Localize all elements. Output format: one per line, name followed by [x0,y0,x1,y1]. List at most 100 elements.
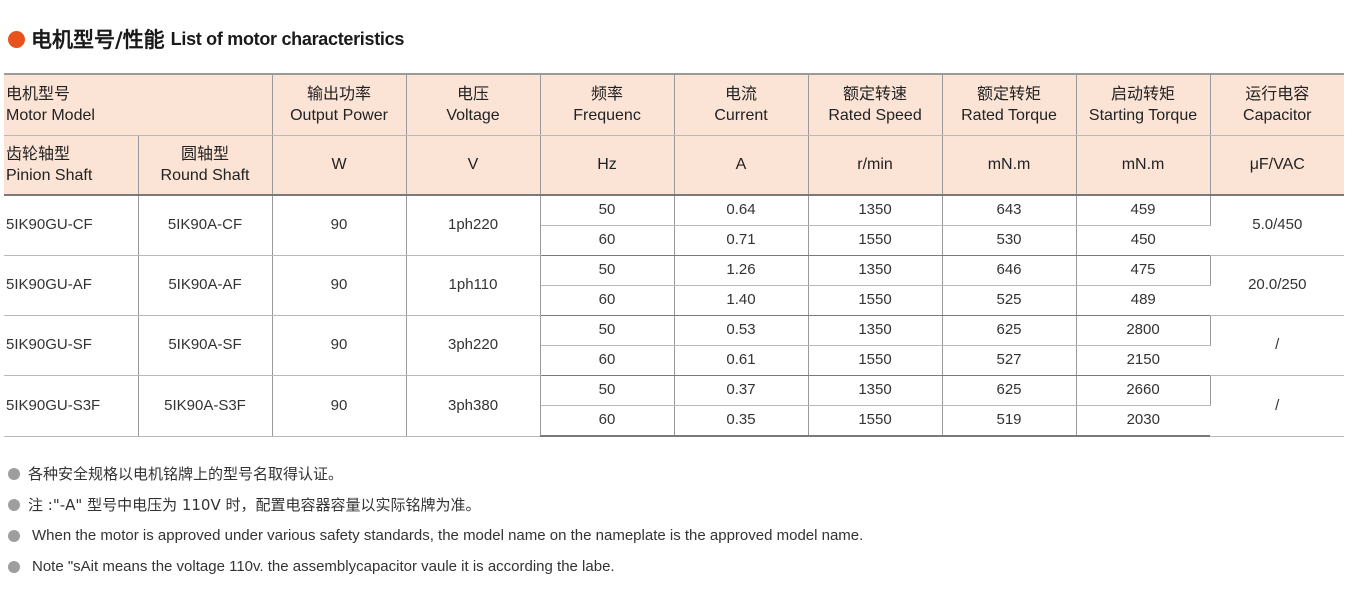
cell-starting-torque: 2150 [1076,345,1211,376]
cell-round-model: 5IK90A-CF [138,195,273,256]
header-rated-speed: 额定转速 Rated Speed [808,73,943,136]
unit-voltage: V [406,135,541,196]
unit-speed: r/min [808,135,943,196]
cell-round-model: 5IK90A-SF [138,315,273,376]
cell-rated-speed: 1350 [808,315,943,346]
bullet-icon [8,498,20,511]
header-rated-torque: 额定转矩 Rated Torque [942,73,1077,136]
cell-pinion-model: 5IK90GU-AF [4,255,139,316]
cell-voltage: 3ph220 [406,315,541,376]
unit-power: W [272,135,407,196]
cell-rated-torque: 625 [942,315,1077,346]
cell-pinion-model: 5IK90GU-CF [4,195,139,256]
table-row: 5IK90GU-AF 5IK90A-AF 90 1ph110 50 1.26 1350 646… [4,255,1345,316]
cell-starting-torque: 489 [1076,285,1211,316]
table-row: 60 0.71 1550 530 450 [4,225,1344,256]
cell-voltage: 1ph110 [406,255,541,316]
table-row: 60 0.61 1550 527 2150 [4,345,1344,376]
cell-rated-torque: 625 [942,375,1077,406]
unit-torque: mN.m [942,135,1077,196]
cell-rated-torque: 530 [942,225,1077,256]
unit-starting-torque: mN.m [1076,135,1211,196]
cell-capacitor: / [1210,315,1345,376]
cell-starting-torque: 2660 [1076,375,1211,406]
cell-current: 0.35 [674,405,809,437]
header-output-power: 输出功率 Output Power [272,73,407,136]
cell-frequency: 60 [540,345,675,376]
cell-rated-torque: 643 [942,195,1077,226]
cell-capacitor: / [1210,375,1345,437]
cell-current: 0.71 [674,225,809,256]
cell-current: 0.64 [674,195,809,226]
cell-voltage: 3ph380 [406,375,541,437]
header-pinion-shaft: 齿轮轴型 Pinion Shaft [4,135,139,196]
cell-current: 1.40 [674,285,809,316]
bullet-icon [8,467,20,480]
cell-rated-speed: 1550 [808,285,943,316]
section-title: 电机型号/性能 List of motor characteristics [8,24,404,54]
cell-current: 0.37 [674,375,809,406]
header-round-shaft: 圆轴型 Round Shaft [138,135,273,196]
cell-pinion-model: 5IK90GU-S3F [4,375,139,437]
table-row: 60 1.40 1550 525 489 [4,285,1344,316]
cell-frequency: 60 [540,405,675,437]
cell-starting-torque: 450 [1076,225,1211,256]
table-row: 5IK90GU-CF 5IK90A-CF 90 1ph220 50 0.64 1350 643… [4,195,1345,256]
header-starting-torque: 启动转矩 Starting Torque [1076,73,1211,136]
table-row: 5IK90GU-SF 5IK90A-SF 90 3ph220 50 0.53 1350 625… [4,315,1345,376]
cell-rated-speed: 1550 [808,405,943,437]
cell-starting-torque: 475 [1076,255,1211,286]
cell-output-power: 90 [272,195,407,256]
cell-round-model: 5IK90A-AF [138,255,273,316]
cell-frequency: 60 [540,285,675,316]
cell-current: 0.61 [674,345,809,376]
cell-frequency: 50 [540,255,675,286]
header-frequency: 频率 Frequenc [540,73,675,136]
cell-rated-torque: 525 [942,285,1077,316]
cell-voltage: 1ph220 [406,195,541,256]
note-en-1: When the motor is approved under various… [8,520,863,551]
cell-rated-speed: 1550 [808,345,943,376]
cell-round-model: 5IK90A-S3F [138,375,273,437]
cell-rated-torque: 527 [942,345,1077,376]
cell-rated-torque: 646 [942,255,1077,286]
cell-frequency: 50 [540,315,675,346]
note-cn-1: 各种安全规格以电机铭牌上的型号名取得认证。 [8,458,863,489]
cell-output-power: 90 [272,375,407,437]
cell-starting-torque: 2800 [1076,315,1211,346]
motor-spec-table: 电机型号 Motor Model 输出功率 Output Power 电压 Volta… [4,73,1345,437]
cell-frequency: 50 [540,195,675,226]
cell-frequency: 60 [540,225,675,256]
cell-rated-torque: 519 [942,405,1077,437]
cell-pinion-model: 5IK90GU-SF [4,315,139,376]
notes: 各种安全规格以电机铭牌上的型号名取得认证。 注 :"-A" 型号中电压为 110… [8,458,863,582]
header-voltage: 电压 Voltage [406,73,541,136]
cell-frequency: 50 [540,375,675,406]
note-cn-2: 注 :"-A" 型号中电压为 110V 时，配置电容器容量以实际铭牌为准。 [8,489,863,520]
cell-current: 0.53 [674,315,809,346]
title-cn: 电机型号/性能 [31,28,165,52]
cell-starting-torque: 2030 [1076,405,1211,437]
header-current: 电流 Current [674,73,809,136]
table-row: 5IK90GU-S3F 5IK90A-S3F 90 3ph380 50 0.37 1350 6… [4,375,1345,437]
unit-current: A [674,135,809,196]
cell-rated-speed: 1550 [808,225,943,256]
header-capacitor: 运行电容 Capacitor [1210,73,1345,136]
cell-rated-speed: 1350 [808,195,943,226]
cell-rated-speed: 1350 [808,375,943,406]
table-row: 60 0.35 1550 519 2030 [4,405,1344,437]
unit-frequency: Hz [540,135,675,196]
cell-current: 1.26 [674,255,809,286]
header-motor-model: 电机型号 Motor Model [4,73,273,136]
cell-output-power: 90 [272,255,407,316]
unit-capacitor: μF/VAC [1210,135,1345,196]
cell-capacitor: 20.0/250 [1210,255,1345,316]
bullet-icon [8,560,20,573]
bullet-icon [8,529,20,542]
orange-dot-icon [8,30,25,48]
cell-rated-speed: 1350 [808,255,943,286]
cell-output-power: 90 [272,315,407,376]
cell-capacitor: 5.0/450 [1210,195,1345,256]
cell-starting-torque: 459 [1076,195,1211,226]
note-en-2: Note "sAit means the voltage 110v. the a… [8,551,863,582]
